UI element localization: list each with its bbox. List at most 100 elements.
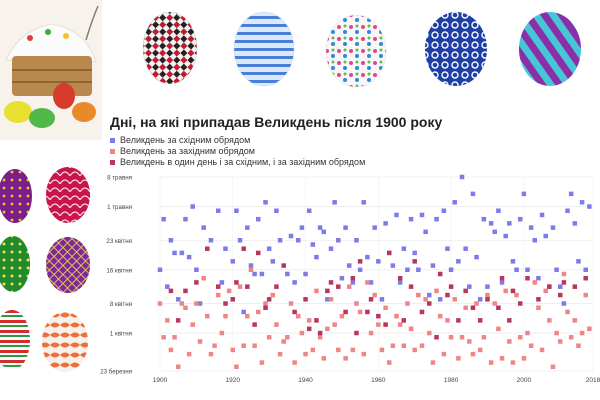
data-point-same-day — [183, 288, 188, 294]
data-point-western — [394, 313, 399, 319]
data-point-same-day — [496, 305, 501, 310]
data-point-eastern — [485, 284, 490, 289]
data-point-same-day — [368, 297, 374, 302]
data-point-western — [201, 275, 206, 281]
data-point-eastern — [361, 200, 367, 205]
data-point-eastern — [470, 191, 476, 197]
x-tick-label: 1920 — [226, 377, 241, 384]
data-point-same-day — [175, 318, 181, 323]
data-point-eastern — [350, 280, 356, 285]
data-point-western — [488, 360, 494, 365]
data-point-eastern — [412, 250, 417, 256]
data-point-western — [485, 292, 490, 298]
data-point-western — [179, 301, 185, 306]
data-point-eastern — [565, 208, 570, 213]
data-point-eastern — [583, 267, 588, 273]
data-point-eastern — [357, 267, 363, 273]
egg-icon — [0, 310, 30, 370]
y-tick-label: 16 квітня — [106, 267, 132, 274]
chart-grid — [159, 176, 594, 372]
data-point-western — [477, 347, 483, 353]
data-point-eastern — [252, 271, 257, 277]
data-point-eastern — [277, 238, 283, 243]
data-point-western — [288, 301, 294, 306]
data-point-same-day — [336, 284, 341, 289]
data-point-western — [528, 343, 534, 348]
data-point-western — [376, 322, 381, 327]
data-point-western — [332, 322, 337, 327]
data-point-same-day — [357, 259, 363, 264]
data-point-western — [408, 326, 414, 332]
data-point-eastern — [481, 216, 487, 222]
data-point-western — [390, 343, 396, 348]
data-point-western — [463, 305, 468, 310]
data-point-eastern — [376, 259, 381, 264]
data-point-eastern — [401, 246, 407, 251]
data-point-eastern — [394, 212, 399, 218]
data-point-eastern — [368, 280, 374, 285]
data-point-western — [161, 335, 166, 340]
data-point-eastern — [477, 297, 483, 302]
data-point-western — [517, 335, 523, 340]
data-point-western — [587, 326, 592, 332]
data-point-eastern — [514, 267, 519, 273]
data-point-same-day — [263, 305, 268, 310]
data-point-eastern — [230, 259, 236, 264]
data-point-western — [550, 364, 556, 370]
data-point-same-day — [325, 288, 330, 294]
data-point-eastern — [550, 225, 556, 230]
data-point-eastern — [390, 263, 396, 268]
data-point-western — [474, 301, 479, 306]
data-point-same-day — [561, 280, 567, 285]
data-point-eastern — [245, 225, 250, 230]
data-point-western — [263, 301, 268, 306]
data-point-western — [430, 360, 436, 365]
data-point-same-day — [365, 309, 370, 315]
data-point-western — [437, 313, 443, 319]
data-point-western — [205, 313, 210, 319]
x-tick-label: 1900 — [153, 377, 168, 384]
data-point-eastern — [255, 216, 261, 222]
data-point-same-day — [252, 322, 257, 327]
data-point-western — [525, 330, 530, 336]
legend-label-western: Великдень за західним обрядом — [120, 146, 255, 156]
y-tick-label: 8 травня — [107, 175, 132, 182]
y-axis-ticks: 23 березня 1 квітня 8 квітня 16 квітня 23 кв… — [100, 175, 132, 376]
data-point-western — [386, 360, 392, 365]
data-point-western — [197, 339, 203, 344]
data-point-eastern — [528, 225, 534, 230]
data-point-eastern — [405, 267, 410, 273]
data-point-same-day — [485, 297, 490, 302]
data-point-same-day — [583, 275, 588, 281]
data-point-western — [328, 297, 334, 302]
data-point-eastern — [194, 267, 199, 273]
data-point-eastern — [379, 297, 385, 302]
data-point-eastern — [492, 229, 498, 235]
data-point-western — [172, 335, 177, 340]
legend-swatch-same-day — [110, 160, 115, 166]
data-point-same-day — [510, 288, 516, 294]
data-point-western — [354, 301, 359, 306]
data-point-eastern — [499, 280, 505, 285]
data-point-same-day — [234, 280, 239, 285]
data-point-same-day — [194, 280, 199, 285]
data-point-same-day — [445, 292, 450, 298]
data-point-western — [448, 335, 454, 340]
data-point-western — [441, 351, 447, 357]
data-point-eastern — [219, 280, 225, 285]
x-tick-label: 1980 — [444, 377, 459, 384]
data-point-eastern — [157, 267, 163, 273]
data-point-eastern — [175, 297, 181, 302]
data-point-western — [168, 347, 174, 353]
egg-icon — [519, 12, 581, 86]
data-point-same-day — [328, 280, 334, 285]
data-point-eastern — [397, 280, 403, 285]
data-point-eastern — [437, 297, 443, 302]
legend-item-same-day: Великдень в один день і за східним, і за… — [110, 157, 365, 167]
data-point-western — [416, 292, 421, 298]
data-point-western — [346, 284, 352, 289]
data-point-eastern — [459, 174, 465, 180]
data-point-eastern — [448, 267, 454, 273]
data-point-eastern — [354, 238, 359, 243]
data-point-same-day — [314, 318, 319, 323]
